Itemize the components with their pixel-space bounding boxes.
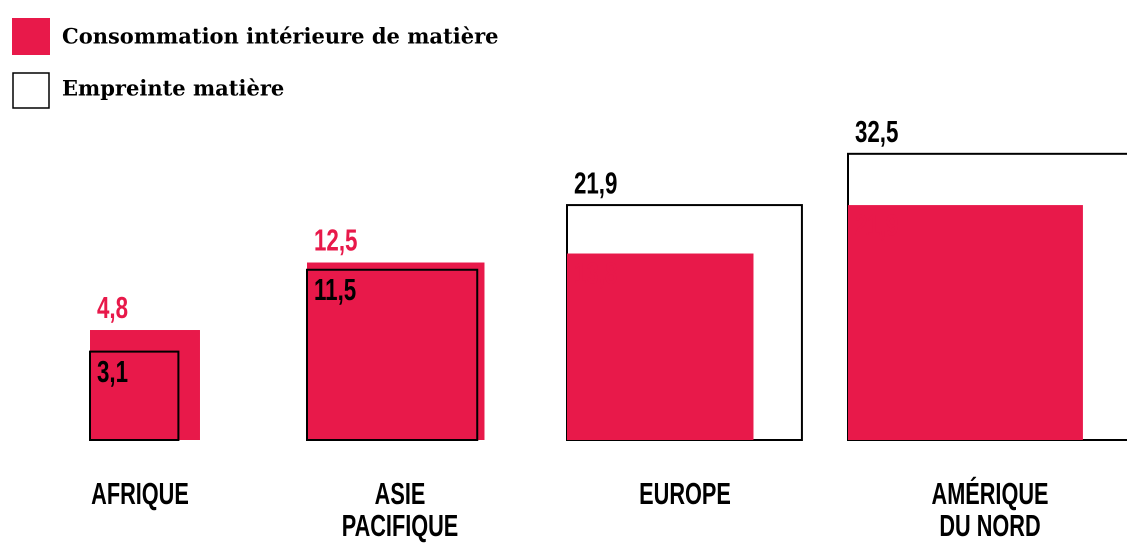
value-label: 32,5 [855, 114, 898, 148]
value-label: 13,8 [574, 256, 617, 290]
value-label: 3,1 [97, 354, 128, 388]
value-label: 21,9 [855, 208, 898, 242]
legend-swatch [12, 18, 50, 55]
category-label: EUROPE [639, 476, 731, 511]
square-consumption [90, 330, 200, 440]
square-consumption [567, 253, 754, 440]
square-footprint [89, 350, 180, 441]
square-consumption [848, 205, 1083, 440]
value-label: 21,9 [574, 166, 617, 200]
legend-label: Consommation intérieure de matière [62, 24, 499, 49]
value-label: 4,8 [97, 291, 128, 325]
category-label: AMÉRIQUE DU NORD [931, 476, 1049, 543]
value-label: 12,5 [314, 223, 357, 257]
square-footprint [306, 268, 479, 441]
square-consumption [307, 262, 485, 440]
legend-label: Empreinte matière [62, 76, 284, 101]
category-label: ASIE PACIFIQUE [341, 476, 459, 543]
legend-swatch [12, 72, 50, 109]
category-label: AFRIQUE [91, 476, 189, 511]
value-label: 11,5 [314, 272, 356, 306]
